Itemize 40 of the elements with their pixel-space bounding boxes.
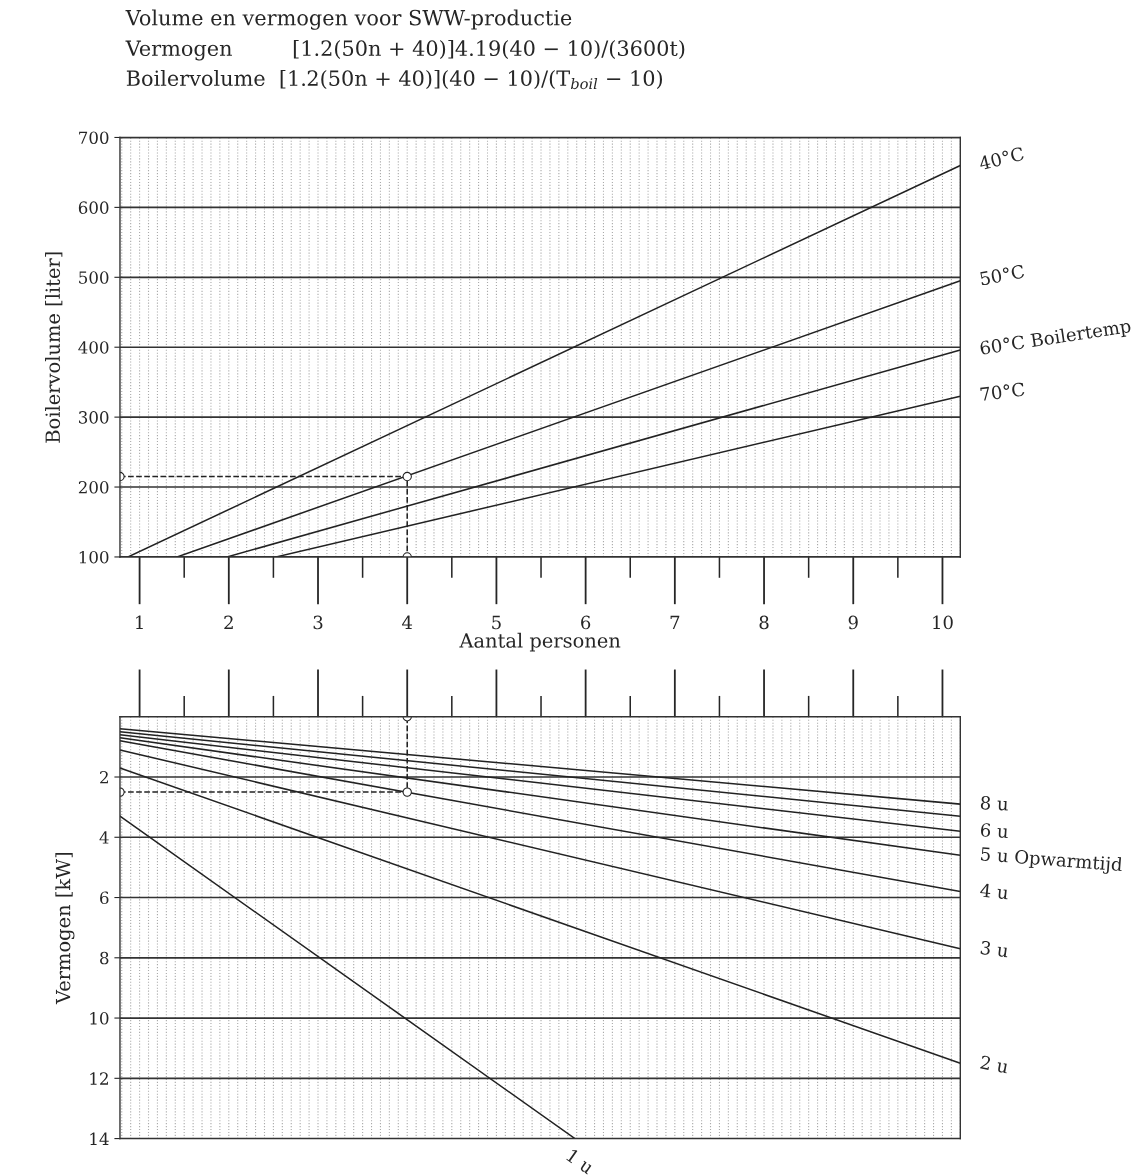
x-tick-label: 8 xyxy=(759,615,769,630)
text: 3 u xyxy=(980,940,1009,958)
text: 60°C Boilertemp xyxy=(979,318,1132,359)
text: 40°C xyxy=(978,146,1025,171)
x-tick-label: 5 xyxy=(492,615,501,630)
y-tick-label: 400 xyxy=(78,341,109,354)
text: 70°C xyxy=(980,382,1025,402)
y-tick-label: 700 xyxy=(79,131,109,145)
y-tick-label: 8 xyxy=(100,951,109,965)
chart-subtitle: Vermogen [1.2(50n + 40)]4.19(40 − 10)/(3600t) Boilervolume [1.2(50n + 40)](40 − 10)/(T$_{boil}$ − 10) xyxy=(125,39,685,90)
text: 1 u xyxy=(565,1148,595,1175)
y-tick-label: 100 xyxy=(79,550,109,564)
y-tick-label: 4 xyxy=(99,831,109,844)
x-tick-label: 1 xyxy=(136,615,143,629)
series-label: 8 u xyxy=(980,795,1009,811)
y-tick-label: 200 xyxy=(78,481,109,494)
y-tick-label: 6 xyxy=(100,891,109,905)
y-tick-label: 12 xyxy=(90,1072,108,1085)
text: 50°C xyxy=(979,264,1025,286)
y-axis-title: Boilervolume [liter] xyxy=(45,252,63,443)
y-tick-label: 300 xyxy=(79,411,109,424)
text: 2 u xyxy=(979,1055,1009,1074)
y-tick-label: 14 xyxy=(90,1132,109,1145)
x-tick-label: 4 xyxy=(402,615,413,629)
x-tick-label: 7 xyxy=(670,615,680,629)
y-tick-label: 2 xyxy=(100,770,108,784)
y-axis-title: Vermogen [kW] xyxy=(55,852,75,1005)
series-label: 5 u Opwarmtijd xyxy=(980,846,1123,876)
series-label: 6 u xyxy=(980,822,1009,839)
x-tick-label: 6 xyxy=(581,615,591,630)
x-axis-title: Aantal personen xyxy=(459,632,621,652)
x-tick-label: 10 xyxy=(933,615,953,630)
y-tick-label: 10 xyxy=(90,1012,109,1025)
y-tick-label: 600 xyxy=(78,201,109,214)
x-tick-label: 9 xyxy=(848,615,858,630)
x-tick-label: 3 xyxy=(313,615,323,630)
y-tick-label: 500 xyxy=(79,271,109,284)
text: 4 u xyxy=(979,883,1009,900)
x-tick-label: 2 xyxy=(224,615,233,629)
chart-title: Volume en vermogen voor SWW-productie xyxy=(125,9,572,30)
